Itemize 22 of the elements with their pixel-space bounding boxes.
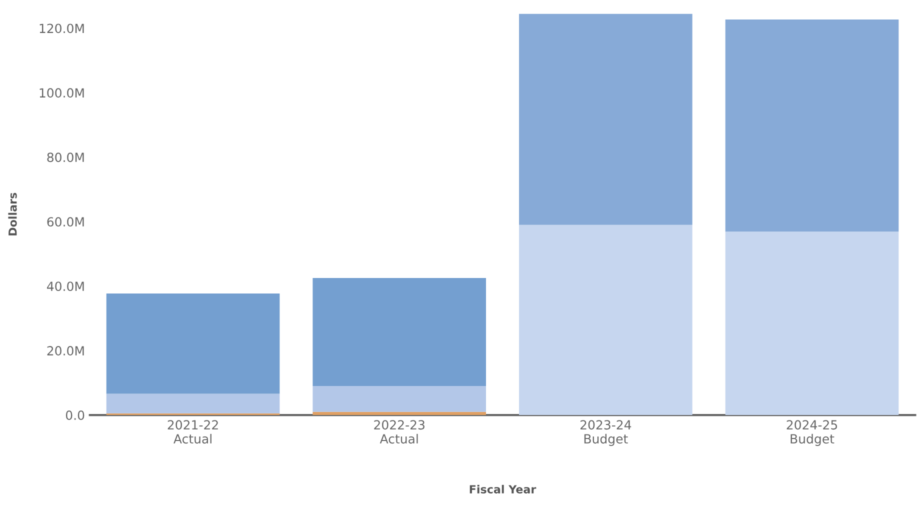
x-tick-label: 2022-23 Actual [374, 420, 424, 444]
bar [106, 294, 280, 394]
x-tick-label: 2024-25 Budget [786, 420, 838, 446]
bar [312, 386, 486, 412]
y-tick-label: 100.0M [40, 88, 84, 98]
bar [519, 14, 692, 225]
y-tick-label: 120.0M [40, 24, 84, 34]
bar [312, 278, 486, 386]
x-tick-label: 2021-22 Actual [168, 420, 218, 444]
y-tick-label: 20.0M [47, 346, 84, 356]
bar [519, 224, 692, 416]
x-tick-label: 2023-24 Budget [580, 420, 632, 446]
y-tick-label: 60.0M [47, 217, 84, 227]
y-tick-label: 40.0M [47, 282, 84, 292]
bar [725, 232, 899, 416]
y-tick-label: 80.0M [47, 152, 84, 162]
x-axis-title: Fiscal Year [470, 484, 536, 494]
bar [725, 20, 899, 232]
y-tick-label: 0.0 [66, 410, 84, 420]
bar [312, 412, 486, 416]
bar [106, 394, 280, 414]
y-axis-title: Dollars [8, 192, 17, 236]
